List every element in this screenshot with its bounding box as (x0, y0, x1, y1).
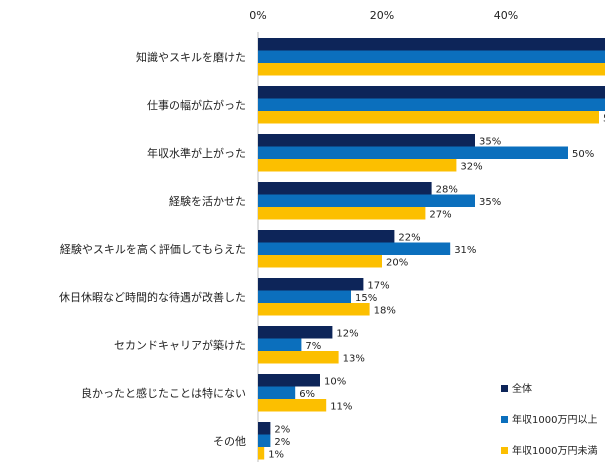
bar (258, 326, 333, 339)
bar (258, 278, 364, 291)
value-label: 32% (460, 161, 482, 172)
bars (258, 38, 605, 460)
bar (258, 134, 475, 147)
category-label: セカンドキャリアが築けた (114, 338, 246, 352)
bar (258, 351, 339, 364)
category-label: 仕事の幅が広がった (147, 98, 246, 112)
bar (258, 434, 271, 447)
category-labels: 知識やスキルを磨けた仕事の幅が広がった年収水準が上がった経験を活かせた経験やスキ… (59, 50, 246, 448)
value-labels: 61%64%61%57%67%55%35%50%32%28%35%27%22%3… (268, 113, 605, 460)
value-label: 50% (572, 149, 594, 160)
value-label: 17% (367, 280, 389, 291)
value-label: 35% (479, 197, 501, 208)
value-label: 12% (336, 328, 358, 339)
bar (258, 111, 599, 124)
bar (258, 98, 605, 111)
bar (258, 207, 426, 220)
legend-swatch (501, 416, 508, 423)
x-axis-ticks: 0%20%40%60%80% (249, 9, 518, 22)
value-label: 20% (386, 257, 408, 268)
bar (258, 230, 395, 243)
value-label: 55% (603, 113, 605, 124)
bar (258, 159, 457, 172)
bar (258, 38, 605, 51)
value-label: 11% (330, 401, 352, 412)
value-label: 6% (299, 389, 315, 400)
bar (258, 386, 296, 399)
bar (258, 182, 432, 195)
x-tick-label: 40% (494, 9, 518, 22)
x-tick-label: 20% (370, 9, 394, 22)
legend-swatch (501, 447, 508, 454)
value-label: 22% (398, 232, 420, 243)
bar (258, 146, 568, 159)
category-label: 休日休暇など時間的な待遇が改善した (59, 290, 246, 304)
value-label: 13% (343, 353, 365, 364)
bar (258, 255, 382, 268)
x-tick-label: 0% (249, 9, 266, 22)
category-label: 年収水準が上がった (147, 146, 246, 160)
value-label: 2% (274, 424, 290, 435)
legend-label: 年収1000万円以上 (512, 413, 597, 426)
value-label: 7% (305, 341, 321, 352)
value-label: 10% (324, 376, 346, 387)
bar (258, 50, 605, 63)
legend-swatch (501, 385, 508, 392)
legend-label: 全体 (512, 382, 532, 395)
value-label: 27% (429, 209, 451, 220)
value-label: 1% (268, 449, 284, 460)
value-label: 35% (479, 136, 501, 147)
category-label: 知識やスキルを磨けた (136, 50, 246, 64)
value-label: 2% (274, 437, 290, 448)
bar (258, 447, 265, 460)
bar (258, 290, 351, 303)
value-label: 15% (355, 293, 377, 304)
bar (258, 338, 302, 351)
bar (258, 86, 605, 99)
category-label: 良かったと感じたことは特にない (81, 386, 246, 400)
bar (258, 63, 605, 76)
bar (258, 194, 475, 207)
bar (258, 303, 370, 316)
bar (258, 422, 271, 435)
bar (258, 399, 327, 412)
category-label: 経験やスキルを高く評価してもらえた (60, 242, 246, 256)
legend-label: 年収1000万円未満 (512, 444, 597, 457)
value-label: 18% (374, 305, 396, 316)
category-label: 経験を活かせた (169, 194, 246, 208)
bar (258, 374, 320, 387)
value-label: 28% (436, 184, 458, 195)
bar (258, 242, 451, 255)
category-label: その他 (213, 435, 246, 448)
value-label: 31% (454, 245, 476, 256)
